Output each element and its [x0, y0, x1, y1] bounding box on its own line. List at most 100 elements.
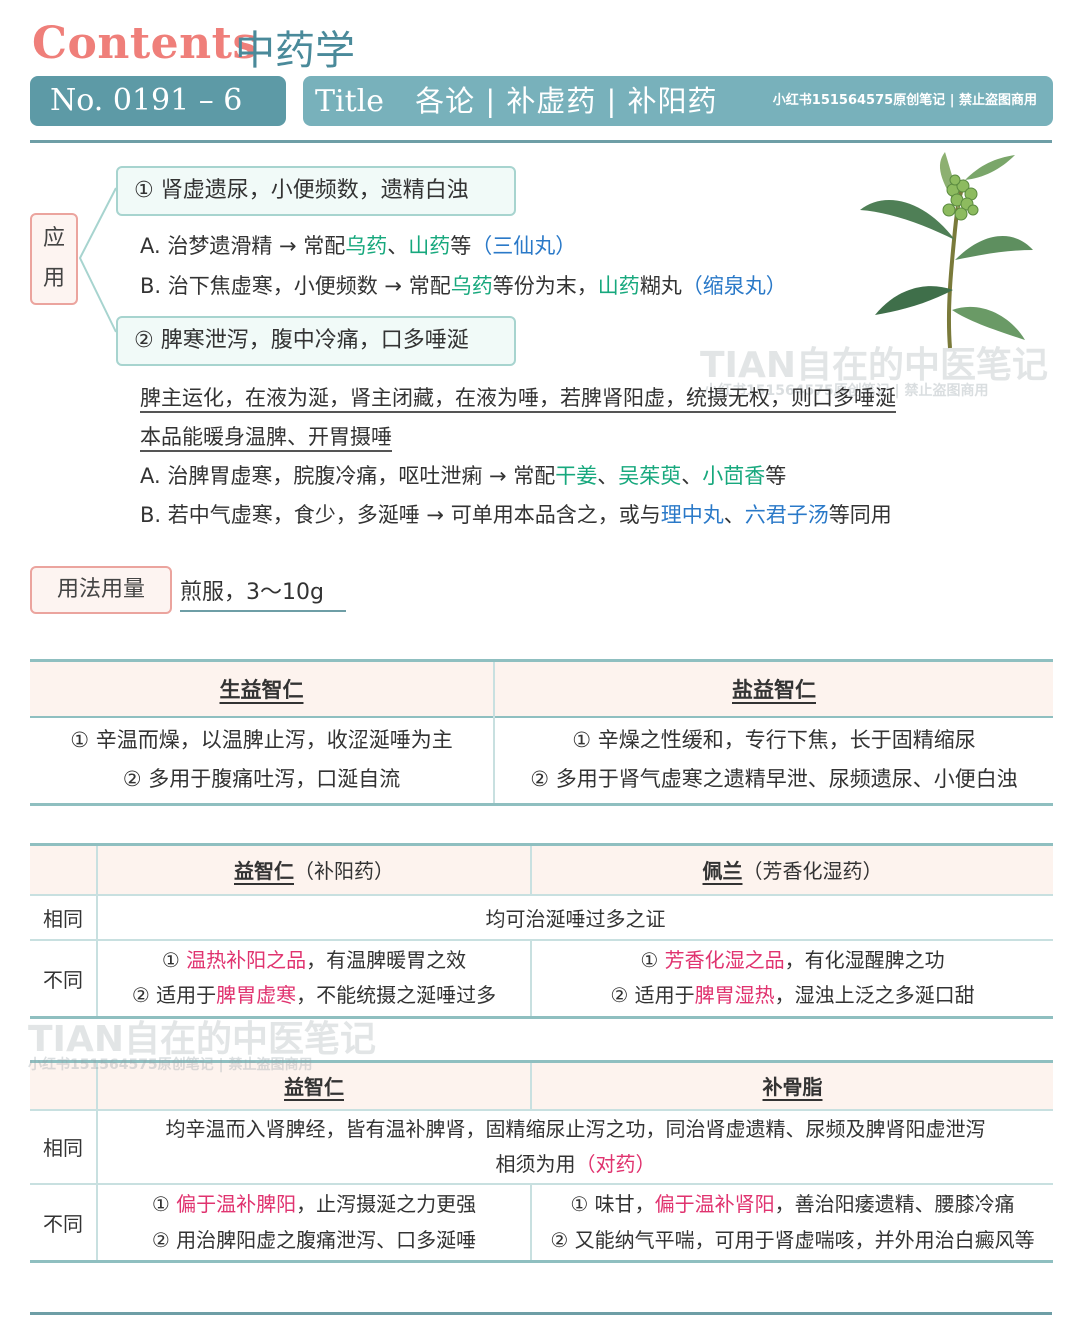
table-corner-cell [30, 1061, 98, 1110]
separator: 、 [681, 464, 703, 488]
yizhiren-peilan-comparison-table: 益智仁（补阳药） 佩兰（芳香化湿药） 相同 均可治涎唾过多之证 不同 ① 温热补… [30, 843, 1053, 1019]
note-title: 各论 | 补虚药 | 补阳药 [415, 84, 718, 118]
cell-line: ① 温热补阳之品，有温脾暖胃之效 [99, 943, 529, 978]
cell-line: ① 味甘，偏于温补肾阳，善治阳痿遗精、腰膝冷痛 [533, 1186, 1052, 1222]
highlight-text: 温热补阳之品 [186, 948, 307, 973]
table-cell: ① 辛温而燥，以温脾止泻，收涩涎唾为主 ② 多用于腹痛吐泻，口涎自流 [30, 716, 495, 805]
column-header: 佩兰 [702, 859, 743, 884]
column-header: 盐益智仁 [732, 677, 816, 702]
table-row: ① 辛温而燥，以温脾止泻，收涩涎唾为主 ② 多用于腹痛吐泻，口涎自流 ① 辛燥之… [30, 716, 1053, 805]
line-b-text: B. 治下焦虚寒，小便频数 → 常配 [140, 274, 451, 298]
separator: 、 [723, 503, 745, 527]
subject-title: 中药学 [235, 28, 355, 74]
text: ，有温脾暖胃之效 [306, 948, 467, 973]
cell-line: ② 又能纳气平喘，可用于肾虚喘咳，并外用治白癜风等 [550, 1228, 1035, 1253]
herb-name: 吴茱萸 [618, 464, 682, 488]
cell-line: ① 偏于温补脾阳，止泻摄涎之力更强 [99, 1186, 529, 1222]
table-header-row: 益智仁（补阳药） 佩兰（芳香化湿药） [30, 844, 1053, 895]
formula-name: 六君子汤 [744, 503, 829, 527]
text: ① [151, 1192, 177, 1217]
table-cell: ① 辛燥之性缓和，专行下焦，长于固精缩尿 ② 多用于肾气虚寒之遗精早泄、尿频遗尿… [494, 717, 1053, 805]
cell-line: ② 适用于脾胃湿热，湿浊上泛之多涎口甜 [533, 978, 1052, 1013]
table-row-same: 相同 均辛温而入肾脾经，皆有温补脾肾，固精缩尿止泻之功，同治肾虚遗精、尿频及脾肾… [30, 1109, 1053, 1184]
table-cell: ① 味甘，偏于温补肾阳，善治阳痿遗精、腰膝冷痛 ② 又能纳气平喘，可用于肾虚喘咳… [531, 1184, 1053, 1262]
table-cell: 均可治涎唾过多之证 [485, 906, 666, 931]
highlight-text: （对药） [575, 1151, 656, 1176]
highlight-text: 芳香化湿之品 [664, 948, 785, 973]
note-number: No. 0191 – 6 [50, 83, 243, 118]
text: ，湿浊上泛之多涎口甜 [774, 983, 975, 1008]
watermark-sub: 小红书151564575原创笔记 | 禁止盗图商用 [28, 1057, 313, 1073]
table-header-cell: 益智仁 [97, 1061, 532, 1110]
line-b-text: 等同用 [828, 503, 892, 527]
highlight-text: 脾胃虚寒 [216, 983, 297, 1008]
text: ② 适用于 [131, 983, 217, 1008]
column-header: 生益智仁 [219, 677, 304, 702]
line-a-text: 等 [450, 234, 472, 258]
dosage-value: 煎服，3～10g [180, 574, 346, 612]
application-point-1: ① 肾虚遗尿，小便频数，遗精白浊 [116, 166, 516, 216]
watermark-main: TIAN自在的中医笔记 [28, 1019, 376, 1060]
point2-line-b: B. 若中气虚寒，食少，多涎唾 → 可单用本品含之，或与理中丸、六君子汤等同用 [140, 499, 892, 529]
table-header-cell: 生益智仁 [30, 660, 495, 717]
line-b-text: 糊丸 [639, 274, 682, 298]
herb-name: 干姜 [555, 464, 598, 488]
herb-name: 小茴香 [702, 464, 766, 488]
dosage-label-box: 用法用量 [30, 566, 172, 614]
application-label-box: 应 用 [30, 213, 78, 305]
column-header: 益智仁 [284, 1075, 344, 1100]
column-note: （芳香化湿药） [742, 859, 883, 884]
table-corner-cell [30, 844, 98, 895]
cell-line: ① 辛温而燥，以温脾止泻，收涩涎唾为主 [70, 728, 453, 753]
table-cell: 均辛温而入肾脾经，皆有温补脾肾，固精缩尿止泻之功，同治肾虚遗精、尿频及脾肾阳虚泄… [97, 1110, 1053, 1184]
table-header-row: 益智仁 补骨脂 [30, 1061, 1053, 1110]
column-note: （补阳药） [294, 859, 394, 884]
point1-line-b: B. 治下焦虚寒，小便频数 → 常配乌药等份为末，山药糊丸（缩泉丸） [140, 270, 787, 300]
note-number-badge: No. 0191 – 6 [30, 76, 286, 126]
highlight-text: 脾胃湿热 [694, 983, 775, 1008]
line-a-text: A. 治梦遗滑精 → 常配 [140, 234, 346, 258]
row-label: 相同 [30, 1109, 98, 1184]
table-header-cell: 益智仁（补阳药） [97, 844, 532, 895]
table-row-diff: 不同 ① 偏于温补脾阳，止泻摄涎之力更强 ② 用治脾阳虚之腹痛泄泻、口多涎唾 ①… [30, 1183, 1053, 1262]
herb-name: 乌药 [345, 234, 388, 258]
watermark-sub: 小红书151564575原创笔记 | 禁止盗图商用 [704, 383, 989, 399]
cell-line: ② 适用于脾胃虚寒，不能统摄之涎唾过多 [99, 978, 529, 1013]
title-label: Title [315, 84, 385, 119]
text: ① [161, 948, 187, 973]
yizhiren-plant-illustration [860, 152, 1033, 349]
contents-heading: Contents [32, 18, 258, 69]
text: ，善治阳痿遗精、腰膝冷痛 [774, 1192, 1015, 1217]
point2-line-a: A. 治脾胃虚寒，脘腹冷痛，呕吐泄痢 → 常配干姜、吴茱萸、小茴香等 [140, 460, 786, 490]
formula-name: 理中丸 [660, 503, 724, 527]
separator: 、 [387, 234, 409, 258]
line-a-text: 等 [765, 464, 787, 488]
copyright-notice: 小红书151564575原创笔记 | 禁止盗图商用 [772, 93, 1037, 108]
column-header: 益智仁 [234, 859, 294, 884]
table-header-row: 生益智仁 盐益智仁 [30, 660, 1053, 717]
bracket-connector [78, 187, 117, 333]
text: ① 味甘， [570, 1192, 655, 1217]
herb-name: 山药 [597, 274, 640, 298]
yizhiren-buguzhi-comparison-table: 益智仁 补骨脂 相同 均辛温而入肾脾经，皆有温补脾肾，固精缩尿止泻之功，同治肾虚… [30, 1060, 1053, 1263]
application-point-2: ② 脾寒泄泻，腹中冷痛，口多唾涎 [116, 316, 516, 366]
row-label: 相同 [30, 894, 98, 940]
cell-line: ② 多用于肾气虚寒之遗精早泄、尿频遗尿、小便白浊 [530, 767, 1018, 792]
application-label-char-2: 用 [42, 266, 65, 291]
row-label: 不同 [30, 1183, 98, 1262]
point1-line-a: A. 治梦遗滑精 → 常配乌药、山药等（三仙丸） [140, 230, 576, 260]
line-b-text: B. 若中气虚寒，食少，多涎唾 → 可单用本品含之，或与 [140, 503, 661, 527]
text: ，不能统摄之涎唾过多 [296, 983, 497, 1008]
line-a-text: A. 治脾胃虚寒，脘腹冷痛，呕吐泄痢 → 常配 [140, 464, 556, 488]
formula-name: （三仙丸） [471, 234, 577, 258]
processing-comparison-table: 生益智仁 盐益智仁 ① 辛温而燥，以温脾止泻，收涩涎唾为主 ② 多用于腹痛吐泻，… [30, 659, 1053, 806]
text: ① [640, 948, 665, 973]
table-cell: ① 芳香化湿之品，有化湿醒脾之功 ② 适用于脾胃湿热，湿浊上泛之多涎口甜 [531, 940, 1053, 1018]
line-b-text: 等份为末， [492, 274, 598, 298]
explanation-line-2: 本品能暖身温脾、开胃摄唾 [140, 425, 392, 449]
cell-line: ② 用治脾阳虚之腹痛泄泻、口多涎唾 [151, 1228, 477, 1253]
herb-name: 乌药 [450, 274, 493, 298]
text: ，止泻摄涎之力更强 [296, 1192, 477, 1217]
table-row-same: 相同 均可治涎唾过多之证 [30, 894, 1053, 940]
header-divider [30, 140, 1052, 143]
